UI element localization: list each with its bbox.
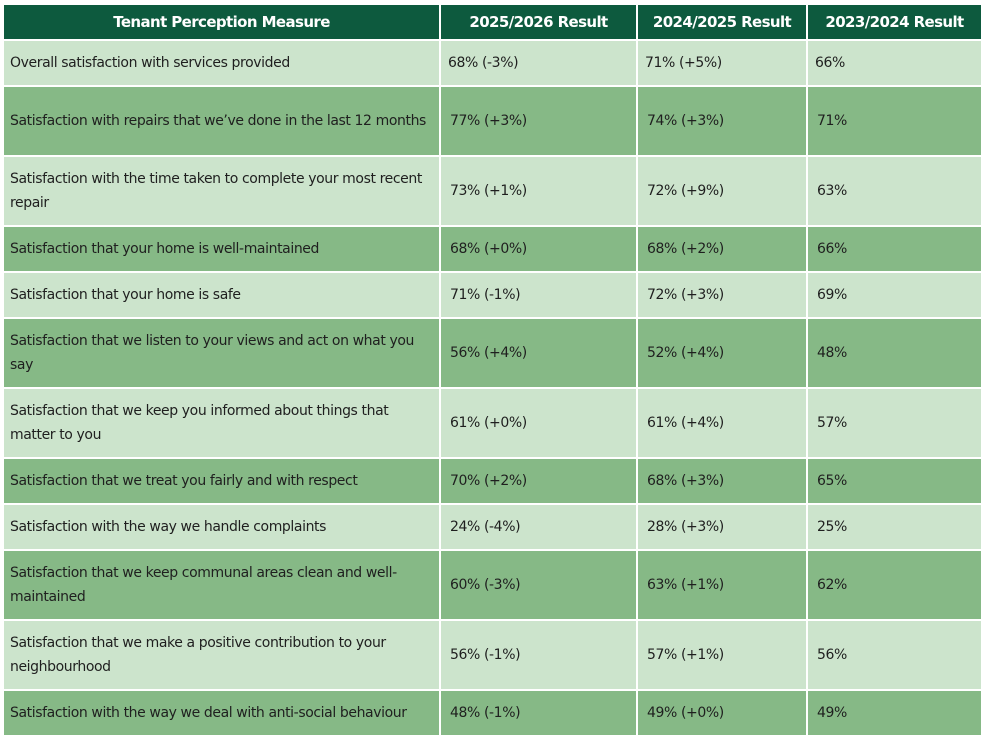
measure-cell: Satisfaction that we make a positive con…: [4, 621, 439, 689]
result-2023-2024: 48%: [808, 319, 981, 387]
result-2025-2026: 24% (-4%): [441, 505, 636, 549]
result-2023-2024: 25%: [808, 505, 981, 549]
result-2023-2024: 71%: [808, 87, 981, 155]
tenant-perception-table: Tenant Perception Measure 2025/2026 Resu…: [2, 3, 983, 737]
result-2024-2025: 71% (+5%): [638, 41, 806, 85]
measure-cell: Satisfaction with the way we handle comp…: [4, 505, 439, 549]
measure-cell: Satisfaction with the time taken to comp…: [4, 157, 439, 225]
result-2023-2024: 66%: [808, 227, 981, 271]
result-2023-2024: 56%: [808, 621, 981, 689]
measure-cell: Satisfaction that we keep communal areas…: [4, 551, 439, 619]
result-2023-2024: 62%: [808, 551, 981, 619]
result-2025-2026: 73% (+1%): [441, 157, 636, 225]
result-2025-2026: 56% (+4%): [441, 319, 636, 387]
result-2025-2026: 61% (+0%): [441, 389, 636, 457]
result-2025-2026: 68% (-3%): [441, 41, 636, 85]
measure-cell: Satisfaction that we keep you informed a…: [4, 389, 439, 457]
measure-cell: Satisfaction that we listen to your view…: [4, 319, 439, 387]
header-2024-2025: 2024/2025 Result: [638, 5, 806, 39]
table-row: Satisfaction that we listen to your view…: [4, 319, 981, 387]
table-row: Overall satisfaction with services provi…: [4, 41, 981, 85]
table-row: Satisfaction with the way we deal with a…: [4, 691, 981, 735]
table-row: Satisfaction that we keep you informed a…: [4, 389, 981, 457]
table-row: Satisfaction that your home is safe 71% …: [4, 273, 981, 317]
table-row: Satisfaction with the way we handle comp…: [4, 505, 981, 549]
table-row: Satisfaction that your home is well-main…: [4, 227, 981, 271]
result-2025-2026: 71% (-1%): [441, 273, 636, 317]
result-2023-2024: 63%: [808, 157, 981, 225]
measure-cell: Satisfaction that we treat you fairly an…: [4, 459, 439, 503]
result-2023-2024: 66%: [808, 41, 981, 85]
measure-cell: Satisfaction that your home is safe: [4, 273, 439, 317]
result-2023-2024: 65%: [808, 459, 981, 503]
header-measure: Tenant Perception Measure: [4, 5, 439, 39]
table-row: Satisfaction that we make a positive con…: [4, 621, 981, 689]
table-row: Satisfaction that we treat you fairly an…: [4, 459, 981, 503]
result-2025-2026: 68% (+0%): [441, 227, 636, 271]
result-2024-2025: 61% (+4%): [638, 389, 806, 457]
result-2024-2025: 68% (+2%): [638, 227, 806, 271]
result-2024-2025: 72% (+3%): [638, 273, 806, 317]
result-2025-2026: 60% (-3%): [441, 551, 636, 619]
result-2023-2024: 49%: [808, 691, 981, 735]
table-row: Satisfaction with repairs that we’ve don…: [4, 87, 981, 155]
result-2024-2025: 49% (+0%): [638, 691, 806, 735]
result-2024-2025: 72% (+9%): [638, 157, 806, 225]
measure-cell: Satisfaction with repairs that we’ve don…: [4, 87, 439, 155]
result-2024-2025: 52% (+4%): [638, 319, 806, 387]
result-2024-2025: 57% (+1%): [638, 621, 806, 689]
header-row: Tenant Perception Measure 2025/2026 Resu…: [4, 5, 981, 39]
header-2023-2024: 2023/2024 Result: [808, 5, 981, 39]
result-2025-2026: 56% (-1%): [441, 621, 636, 689]
result-2023-2024: 57%: [808, 389, 981, 457]
result-2025-2026: 48% (-1%): [441, 691, 636, 735]
header-2025-2026: 2025/2026 Result: [441, 5, 636, 39]
measure-cell: Overall satisfaction with services provi…: [4, 41, 439, 85]
result-2024-2025: 74% (+3%): [638, 87, 806, 155]
result-2024-2025: 28% (+3%): [638, 505, 806, 549]
result-2025-2026: 70% (+2%): [441, 459, 636, 503]
result-2024-2025: 68% (+3%): [638, 459, 806, 503]
result-2024-2025: 63% (+1%): [638, 551, 806, 619]
measure-cell: Satisfaction that your home is well-main…: [4, 227, 439, 271]
measure-cell: Satisfaction with the way we deal with a…: [4, 691, 439, 735]
result-2023-2024: 69%: [808, 273, 981, 317]
table-row: Satisfaction with the time taken to comp…: [4, 157, 981, 225]
result-2025-2026: 77% (+3%): [441, 87, 636, 155]
table-row: Satisfaction that we keep communal areas…: [4, 551, 981, 619]
